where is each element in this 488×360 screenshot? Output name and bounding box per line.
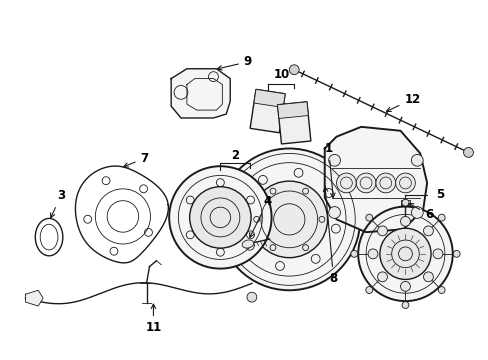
- Circle shape: [350, 251, 357, 257]
- Circle shape: [452, 251, 459, 257]
- Text: 2: 2: [231, 149, 239, 162]
- Circle shape: [379, 228, 430, 279]
- Circle shape: [328, 154, 340, 166]
- Polygon shape: [25, 290, 43, 306]
- Circle shape: [401, 199, 408, 206]
- Circle shape: [218, 148, 360, 290]
- Polygon shape: [253, 89, 285, 107]
- Circle shape: [375, 173, 395, 193]
- Circle shape: [437, 287, 444, 293]
- Polygon shape: [324, 127, 426, 232]
- Circle shape: [400, 216, 409, 226]
- Text: 6: 6: [408, 203, 432, 221]
- Circle shape: [336, 173, 356, 193]
- Circle shape: [423, 272, 432, 282]
- Circle shape: [250, 181, 327, 258]
- Circle shape: [377, 272, 386, 282]
- Ellipse shape: [242, 240, 253, 248]
- Circle shape: [189, 187, 250, 248]
- Circle shape: [377, 226, 386, 236]
- Circle shape: [367, 249, 377, 259]
- Text: 8: 8: [323, 187, 337, 285]
- Circle shape: [410, 207, 422, 219]
- Text: 1: 1: [324, 142, 334, 198]
- Circle shape: [401, 302, 408, 309]
- Circle shape: [410, 154, 422, 166]
- Polygon shape: [277, 102, 308, 118]
- Circle shape: [423, 226, 432, 236]
- Text: 5: 5: [435, 188, 443, 201]
- Text: 11: 11: [145, 304, 161, 334]
- Circle shape: [395, 173, 414, 193]
- Circle shape: [246, 292, 256, 302]
- Circle shape: [437, 214, 444, 221]
- Polygon shape: [249, 89, 285, 133]
- Circle shape: [328, 207, 340, 219]
- Circle shape: [365, 214, 372, 221]
- Text: 10: 10: [273, 68, 289, 81]
- Polygon shape: [171, 69, 230, 118]
- Text: 4: 4: [249, 195, 271, 238]
- Circle shape: [400, 282, 409, 291]
- Text: 9: 9: [217, 55, 251, 70]
- Circle shape: [463, 148, 472, 157]
- Text: 7: 7: [123, 152, 148, 167]
- Circle shape: [289, 65, 299, 75]
- Text: 12: 12: [386, 93, 420, 112]
- Circle shape: [432, 249, 442, 259]
- Circle shape: [169, 166, 271, 269]
- Polygon shape: [277, 102, 310, 144]
- Circle shape: [356, 173, 375, 193]
- Circle shape: [358, 207, 452, 301]
- Text: 3: 3: [50, 189, 65, 218]
- Circle shape: [365, 287, 372, 293]
